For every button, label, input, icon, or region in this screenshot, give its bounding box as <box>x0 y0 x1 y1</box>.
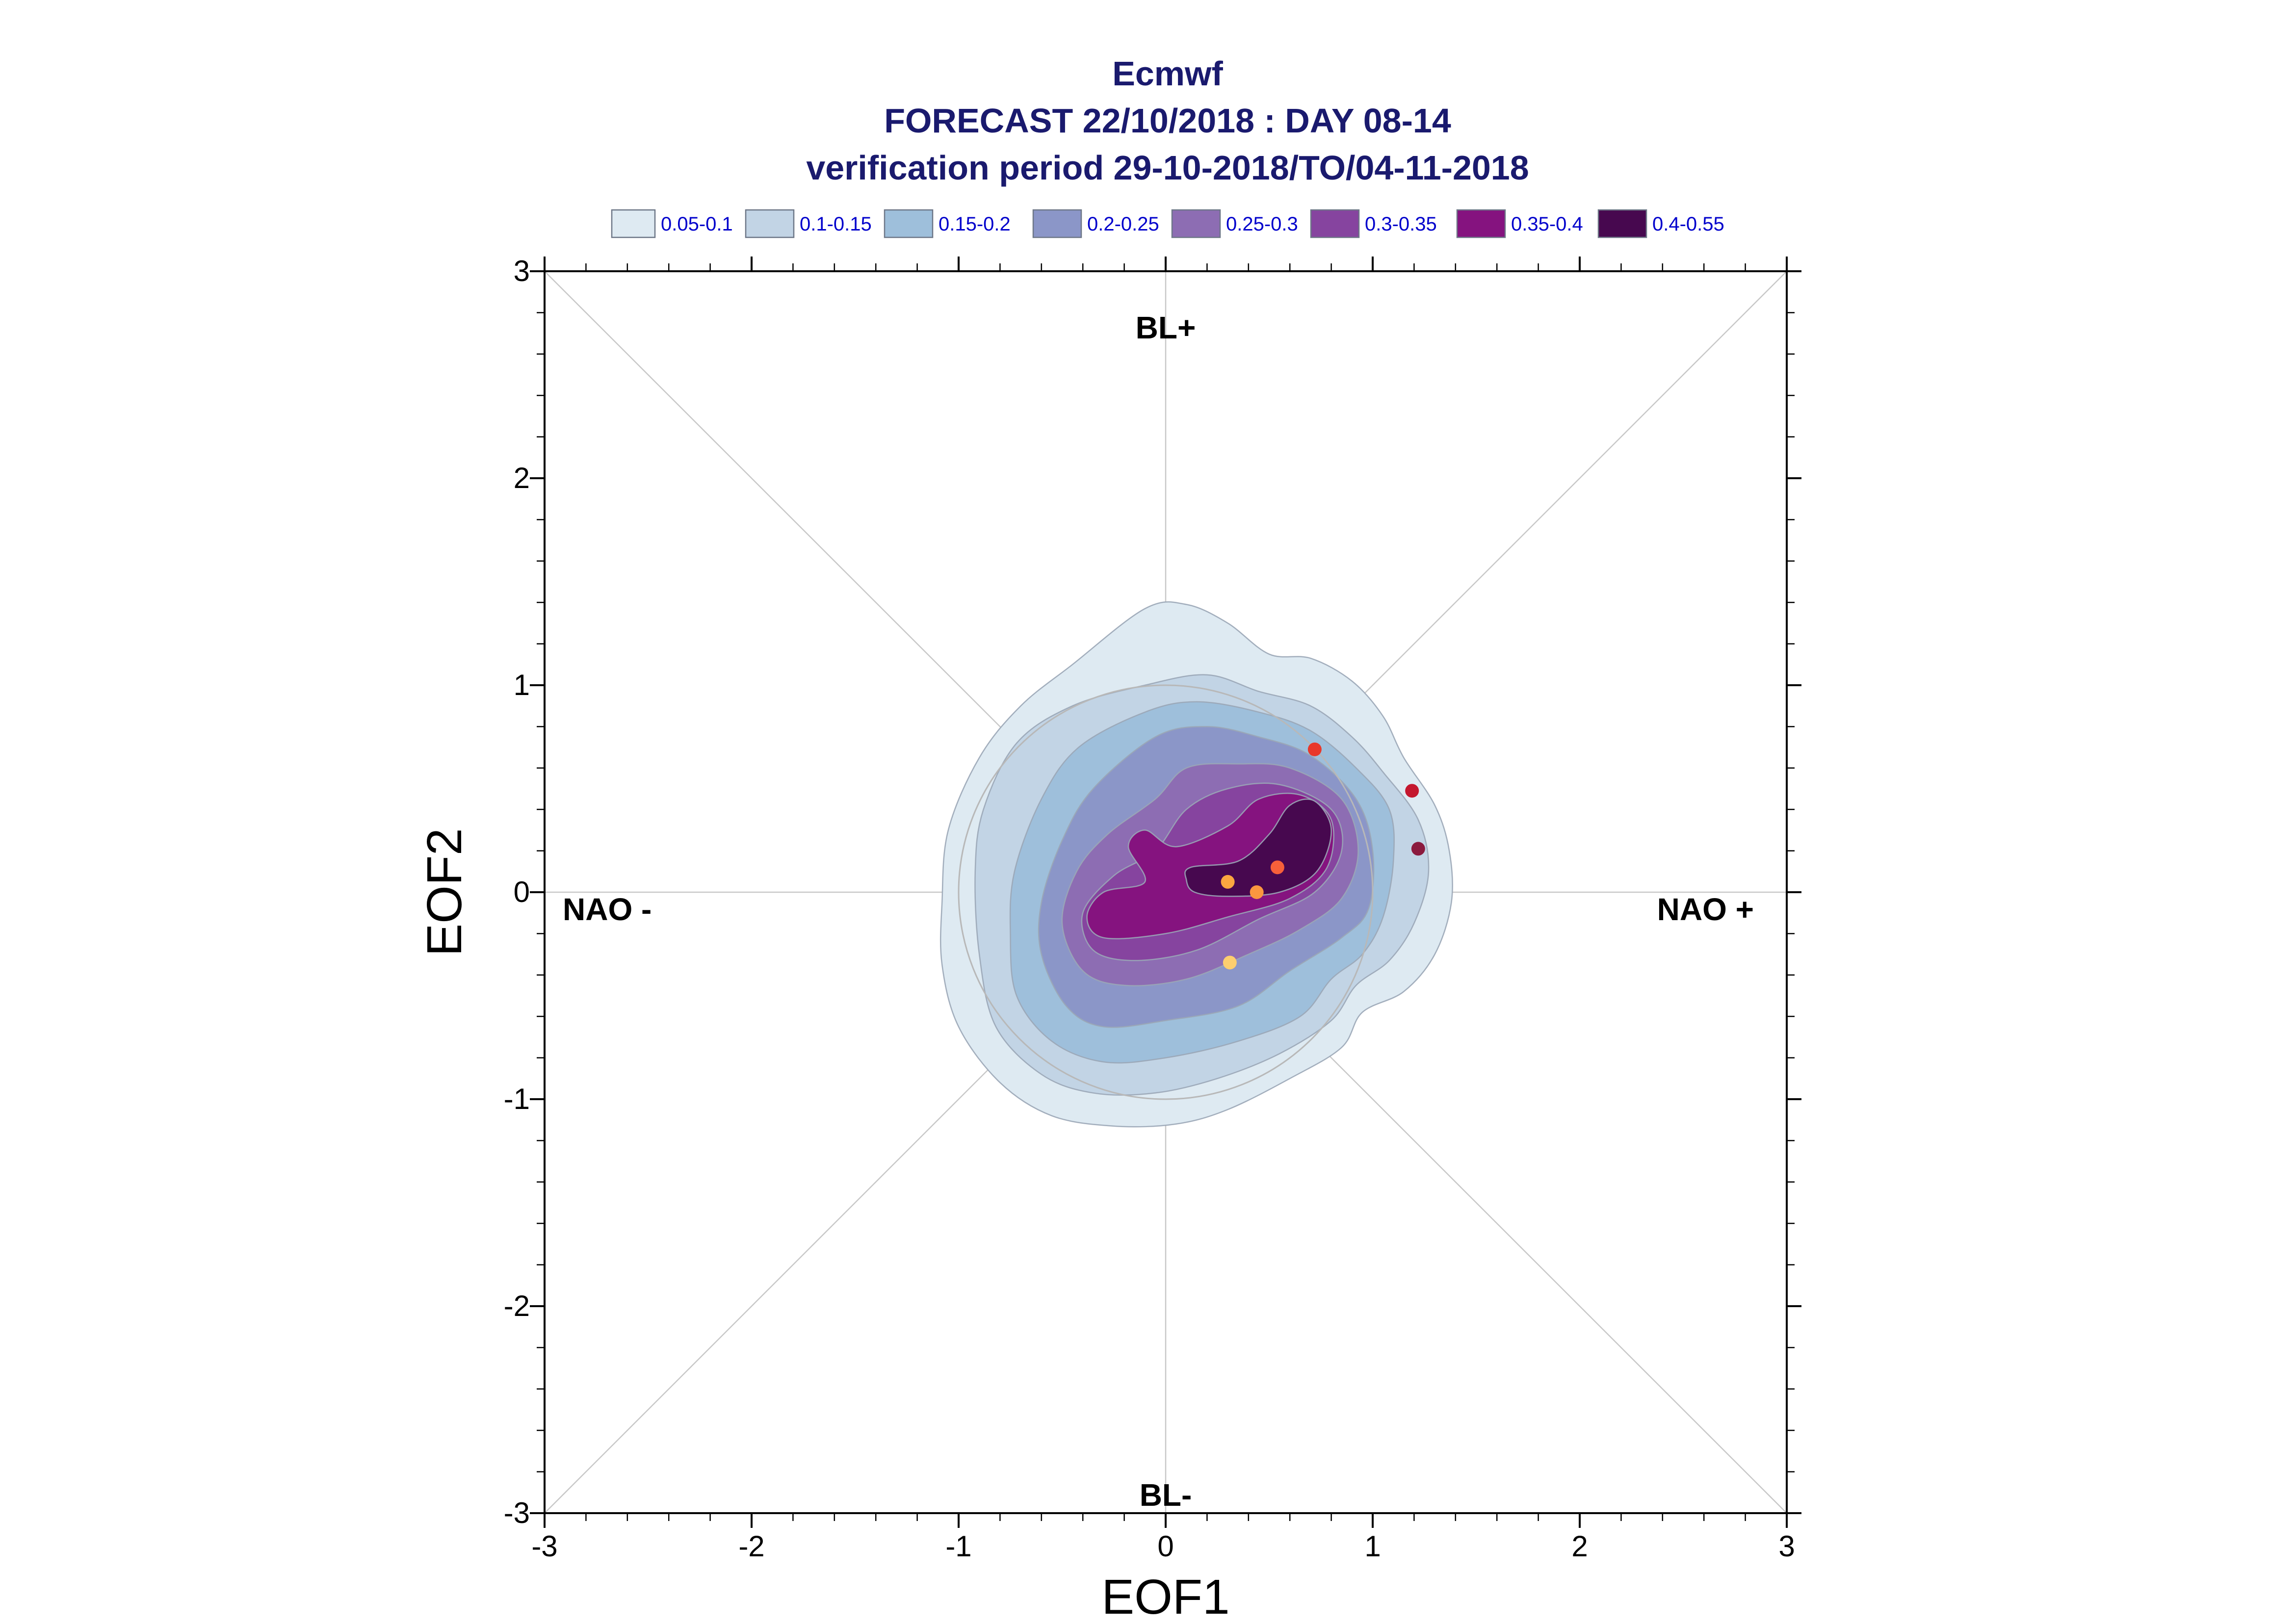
axis-ticks <box>530 257 1801 1528</box>
x-tick-label: 3 <box>1778 1530 1795 1563</box>
y-tick-label: 0 <box>514 876 530 908</box>
legend-label-3: 0.15-0.2 <box>939 213 1011 235</box>
chart-title: Ecmwf FORECAST 22/10/2018 : DAY 08-14 ve… <box>806 54 1529 187</box>
title-line-1: Ecmwf <box>1112 54 1223 93</box>
legend: 0.05-0.1 0.1-0.15 0.15-0.2 0.2-0.25 0.25-0.3… <box>611 209 1724 238</box>
x-tick-label: 1 <box>1364 1530 1381 1563</box>
forecast-points <box>1221 742 1425 970</box>
forecast-point-1 <box>1307 742 1322 756</box>
legend-swatch-1 <box>611 209 656 238</box>
regime-label-left: NAO - <box>563 892 652 927</box>
regime-label-bottom: BL- <box>1140 1477 1192 1513</box>
legend-label-4: 0.2-0.25 <box>1087 213 1159 235</box>
y-axis-title: EOF2 <box>417 828 472 956</box>
legend-label-7: 0.35-0.4 <box>1511 213 1583 235</box>
legend-swatch-8 <box>1597 209 1647 238</box>
forecast-point-5 <box>1221 875 1235 889</box>
x-axis-title: EOF1 <box>1101 1570 1229 1624</box>
y-tick-label: -1 <box>504 1083 530 1115</box>
reference-circle <box>958 684 1374 1100</box>
reference-circle-layer <box>958 684 1374 1100</box>
forecast-point-2 <box>1405 784 1419 798</box>
y-tick-label: 2 <box>514 462 530 494</box>
y-tick-label: -2 <box>504 1289 530 1322</box>
title-line-2: FORECAST 22/10/2018 : DAY 08-14 <box>884 102 1451 140</box>
y-tick-label: 1 <box>514 669 530 701</box>
legend-label-2: 0.1-0.15 <box>800 213 872 235</box>
forecast-point-3 <box>1411 842 1425 856</box>
forecast-point-7 <box>1223 955 1237 970</box>
x-tick-labels: -3 -2 -1 0 1 2 3 <box>531 1530 1795 1563</box>
title-line-3: verification period 29-10-2018/TO/04-11-… <box>806 149 1529 187</box>
legend-swatch-5 <box>1171 209 1221 238</box>
legend-label-1: 0.05-0.1 <box>661 213 733 235</box>
y-tick-label: -3 <box>504 1496 530 1529</box>
x-tick-label: 2 <box>1571 1530 1588 1563</box>
legend-swatch-6 <box>1310 209 1360 238</box>
x-tick-label: -2 <box>738 1530 764 1563</box>
regime-label-right: NAO + <box>1657 892 1754 927</box>
legend-label-6: 0.3-0.35 <box>1365 213 1437 235</box>
contour-level-8 <box>1184 799 1332 897</box>
legend-label-8: 0.4-0.55 <box>1652 213 1724 235</box>
y-tick-labels: -3 -2 -1 0 1 2 3 <box>504 255 530 1529</box>
x-tick-label: 0 <box>1157 1530 1174 1563</box>
plot-area <box>544 270 1788 1514</box>
legend-swatch-2 <box>745 209 795 238</box>
legend-label-5: 0.25-0.3 <box>1226 213 1298 235</box>
regime-labels: BL+ BL- NAO - NAO + <box>563 310 1754 1513</box>
x-tick-label: -3 <box>531 1530 557 1563</box>
legend-swatch-4 <box>1032 209 1082 238</box>
legend-swatch-3 <box>884 209 934 238</box>
legend-swatch-7 <box>1456 209 1506 238</box>
density-contours <box>939 601 1453 1128</box>
regime-label-top: BL+ <box>1136 310 1196 345</box>
forecast-point-4 <box>1270 860 1284 875</box>
x-tick-label: -1 <box>945 1530 971 1563</box>
y-tick-label: 3 <box>514 255 530 287</box>
forecast-point-6 <box>1250 885 1264 899</box>
